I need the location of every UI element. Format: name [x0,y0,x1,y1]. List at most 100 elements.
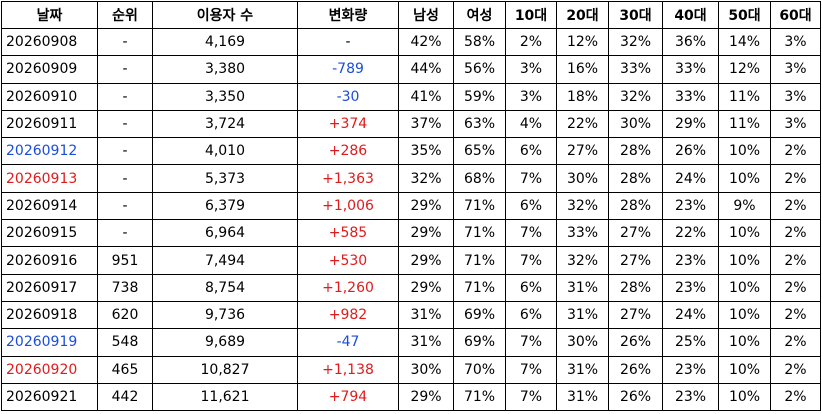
value-cell: 65% [453,137,506,166]
data-row: 20260909-3,380 -789 44% 56% 3% 16% 33% 33% 12% 3% [1,55,821,84]
value-cell: 25% [662,328,719,357]
value-cell: 2% [770,355,821,384]
column-header: 순위 [97,1,153,29]
value-cell: 10% [718,164,771,193]
value-cell: 71% [453,219,506,248]
value-cell: 23% [662,355,719,384]
value-cell: 6% [505,300,557,330]
value-cell: 68% [453,164,506,193]
change-cell: +530 [297,246,399,275]
date-cell: 20260911 [1,109,98,139]
column-header: 60대 [770,1,821,29]
value-cell: 3,380 [152,55,298,84]
value-cell: - [97,27,153,57]
value-cell: 71% [453,382,506,412]
data-row: 20260920 465 10,827 +1,138 30% 70% 7% 31% 26% 23%… [1,355,821,384]
value-cell: 71% [453,246,506,275]
value-cell: 26% [608,355,663,384]
value-cell: 32% [608,82,663,111]
value-cell: 4% [505,109,557,139]
value-cell: 620 [97,300,153,330]
value-cell: 2% [770,191,821,221]
value-cell: 11,621 [152,382,298,412]
value-cell: 28% [608,164,663,193]
value-cell: 31% [556,355,609,384]
value-cell: 69% [453,328,506,357]
value-cell: 23% [662,382,719,412]
value-cell: 29% [398,273,454,302]
value-cell: 2% [770,273,821,302]
value-cell: 26% [608,328,663,357]
change-cell: +286 [297,137,399,166]
date-cell: 20260908 [1,27,98,57]
value-cell: 2% [770,246,821,275]
change-cell: +1,363 [297,164,399,193]
change-cell: +1,006 [297,191,399,221]
value-cell: 548 [97,328,153,357]
value-cell: 29% [398,219,454,248]
value-cell: 69% [453,300,506,330]
value-cell: 3,350 [152,82,298,111]
value-cell: 30% [556,164,609,193]
column-header: 10대 [505,1,557,29]
value-cell: 23% [662,273,719,302]
value-cell: 8,754 [152,273,298,302]
value-cell: 26% [608,382,663,412]
value-cell: 27% [608,246,663,275]
change-cell: - [297,27,399,57]
value-cell: 56% [453,55,506,84]
column-header: 날짜 [1,1,98,29]
data-row: 20260915-6,964 +585 29% 71% 7% 33% 27% 22% 10% 2% [1,219,821,248]
value-cell: 951 [97,246,153,275]
value-cell: 2% [770,137,821,166]
date-cell: 20260914 [1,191,98,221]
data-row: 20260916 951 7,494 +530 29% 71% 7% 32% 27% 23% 10%… [1,246,821,275]
change-cell: +374 [297,109,399,139]
value-cell: 28% [608,273,663,302]
value-cell: 2% [770,219,821,248]
date-cell: 20260915 [1,219,98,248]
date-cell: 20260920 [1,355,98,384]
value-cell: - [97,109,153,139]
value-cell: 42% [398,27,454,57]
value-cell: 7% [505,355,557,384]
value-cell: 31% [556,300,609,330]
value-cell: 58% [453,27,506,57]
data-row: 20260919 548 9,689 -47 31% 69% 7% 30% 26% 25% 10% 2… [1,328,821,357]
value-cell: 9,736 [152,300,298,330]
value-cell: 3% [770,109,821,139]
value-cell: 22% [662,219,719,248]
value-cell: 7% [505,246,557,275]
value-cell: 24% [662,164,719,193]
value-cell: 2% [770,382,821,412]
change-cell: +1,260 [297,273,399,302]
value-cell: 4,169 [152,27,298,57]
value-cell: 2% [770,300,821,330]
value-cell: 7,494 [152,246,298,275]
data-row: 20260911-3,724 +374 37% 63% 4% 22% 30% 29% 11% 3% [1,109,821,139]
value-cell: 442 [97,382,153,412]
value-cell: 11% [718,109,771,139]
date-cell: 20260916 [1,246,98,275]
value-cell: 33% [662,82,719,111]
value-cell: 44% [398,55,454,84]
value-cell: 16% [556,55,609,84]
data-row: 20260921 442 11,621 +794 29% 71% 7% 31% 26% 23% 10… [1,382,821,412]
value-cell: 32% [556,191,609,221]
value-cell: 11% [718,82,771,111]
data-row: 20260910-3,350 -30 41% 59% 3% 18% 32% 33% 11% 3% [1,82,821,111]
header-row: 날짜 순위 이용자 수 변화량 남성 여성 10대 20대 30대 40대 50대 60대 [1,1,821,29]
value-cell: 27% [556,137,609,166]
date-cell: 20260921 [1,382,98,412]
value-cell: 10,827 [152,355,298,384]
column-header: 30대 [608,1,663,29]
value-cell: 465 [97,355,153,384]
value-cell: - [97,191,153,221]
data-row: 20260913-5,373 +1,363 32% 68% 7% 30% 28% 24% 10%… [1,164,821,193]
value-cell: 7% [505,219,557,248]
value-cell: 12% [718,55,771,84]
value-cell: 5,373 [152,164,298,193]
value-cell: 29% [398,191,454,221]
data-row: 20260914-6,379 +1,006 29% 71% 6% 32% 28% 23% 9% 2… [1,191,821,221]
